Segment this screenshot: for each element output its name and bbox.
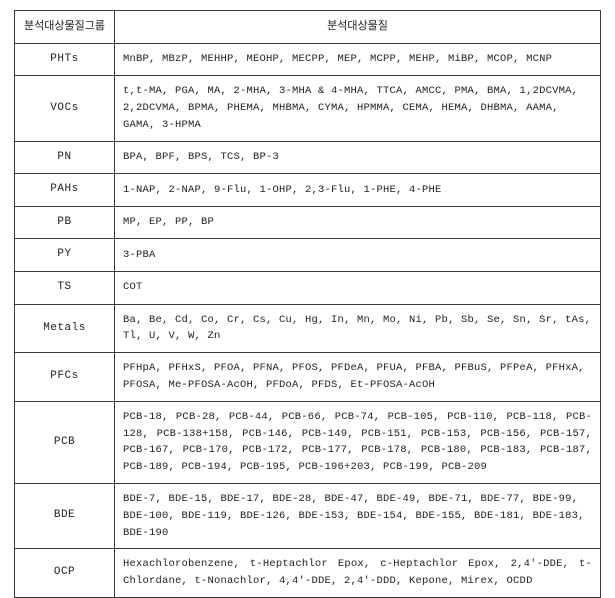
- group-cell: PB: [15, 206, 115, 239]
- items-cell: Ba, Be, Cd, Co, Cr, Cs, Cu, Hg, In, Mn, …: [115, 304, 601, 353]
- items-cell: Hexachlorobenzene, t-Heptachlor Epox, c-…: [115, 549, 601, 598]
- table-body: PHTsMnBP, MBzP, MEHHP, MEOHP, MECPP, MEP…: [15, 43, 601, 597]
- group-cell: OCP: [15, 549, 115, 598]
- items-cell: PFHpA, PFHxS, PFOA, PFNA, PFOS, PFDeA, P…: [115, 353, 601, 402]
- table-row: BDEBDE-7, BDE-15, BDE-17, BDE-28, BDE-47…: [15, 483, 601, 548]
- table-row: OCPHexachlorobenzene, t-Heptachlor Epox,…: [15, 549, 601, 598]
- table-row: VOCst,t-MA, PGA, MA, 2-MHA, 3-MHA & 4-MH…: [15, 76, 601, 141]
- group-cell: PAHs: [15, 174, 115, 207]
- table-header-row: 분석대상물질그룹 분석대상물질: [15, 11, 601, 44]
- table-row: PFCsPFHpA, PFHxS, PFOA, PFNA, PFOS, PFDe…: [15, 353, 601, 402]
- group-cell: VOCs: [15, 76, 115, 141]
- items-cell: t,t-MA, PGA, MA, 2-MHA, 3-MHA & 4-MHA, T…: [115, 76, 601, 141]
- table-row: PCBPCB-18, PCB-28, PCB-44, PCB-66, PCB-7…: [15, 401, 601, 483]
- analysis-substances-table: 분석대상물질그룹 분석대상물질 PHTsMnBP, MBzP, MEHHP, M…: [14, 10, 601, 598]
- header-items: 분석대상물질: [115, 11, 601, 44]
- group-cell: PN: [15, 141, 115, 174]
- items-cell: MP, EP, PP, BP: [115, 206, 601, 239]
- items-cell: MnBP, MBzP, MEHHP, MEOHP, MECPP, MEP, MC…: [115, 43, 601, 76]
- table-row: PAHs1-NAP, 2-NAP, 9-Flu, 1-OHP, 2,3-Flu,…: [15, 174, 601, 207]
- table-row: PY3-PBA: [15, 239, 601, 272]
- table-row: PHTsMnBP, MBzP, MEHHP, MEOHP, MECPP, MEP…: [15, 43, 601, 76]
- group-cell: PFCs: [15, 353, 115, 402]
- group-cell: TS: [15, 271, 115, 304]
- header-group: 분석대상물질그룹: [15, 11, 115, 44]
- items-cell: BDE-7, BDE-15, BDE-17, BDE-28, BDE-47, B…: [115, 483, 601, 548]
- group-cell: Metals: [15, 304, 115, 353]
- group-cell: PY: [15, 239, 115, 272]
- table-row: PNBPA, BPF, BPS, TCS, BP-3: [15, 141, 601, 174]
- group-cell: BDE: [15, 483, 115, 548]
- items-cell: COT: [115, 271, 601, 304]
- items-cell: 3-PBA: [115, 239, 601, 272]
- table-row: MetalsBa, Be, Cd, Co, Cr, Cs, Cu, Hg, In…: [15, 304, 601, 353]
- group-cell: PCB: [15, 401, 115, 483]
- items-cell: BPA, BPF, BPS, TCS, BP-3: [115, 141, 601, 174]
- table-row: PBMP, EP, PP, BP: [15, 206, 601, 239]
- table-row: TSCOT: [15, 271, 601, 304]
- items-cell: PCB-18, PCB-28, PCB-44, PCB-66, PCB-74, …: [115, 401, 601, 483]
- items-cell: 1-NAP, 2-NAP, 9-Flu, 1-OHP, 2,3-Flu, 1-P…: [115, 174, 601, 207]
- group-cell: PHTs: [15, 43, 115, 76]
